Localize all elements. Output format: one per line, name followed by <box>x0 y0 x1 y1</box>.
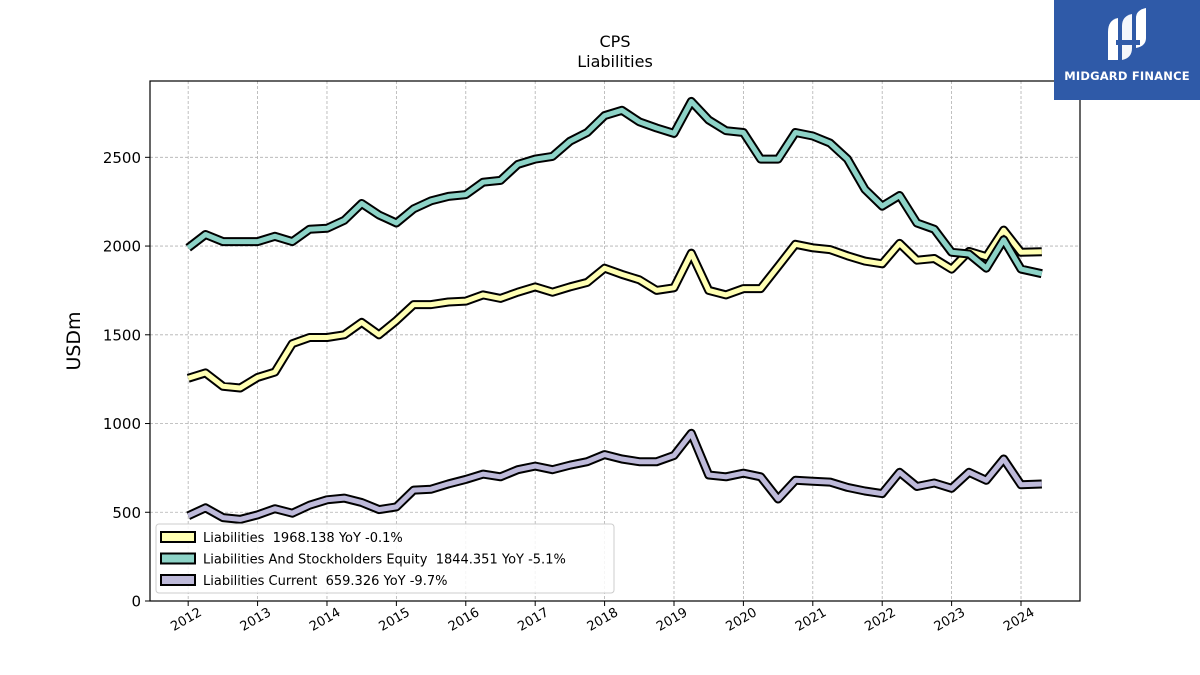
legend-label: Liabilities Current 659.326 YoY -9.7% <box>203 574 447 589</box>
legend-label: Liabilities 1968.138 YoY -0.1% <box>203 531 403 546</box>
series-3 <box>186 428 1042 524</box>
y-axis-label: USDm <box>63 311 85 370</box>
x-tick-label: 2015 <box>377 605 413 635</box>
y-tick-label: 2500 <box>103 149 141 167</box>
brand-name: MIDGARD FINANCE <box>1064 69 1190 83</box>
plot-frame <box>149 80 1081 602</box>
y-tick-label: 2000 <box>103 238 141 256</box>
x-tick-label: 2019 <box>654 605 690 635</box>
y-tick-label: 1500 <box>103 326 141 344</box>
legend-swatch <box>160 574 196 586</box>
x-tick-label: 2013 <box>238 605 274 635</box>
series-line <box>186 98 1043 277</box>
brand-logo: MIDGARD FINANCE <box>1054 0 1200 100</box>
series-1 <box>186 225 1042 393</box>
chart-title: CPS <box>600 32 631 51</box>
legend-swatch <box>160 531 196 543</box>
series-line-outline <box>185 96 1043 279</box>
legend: Liabilities 1968.138 YoY -0.1% Liabilitie… <box>155 523 615 594</box>
x-tick-label: 2017 <box>515 605 551 635</box>
series-line <box>187 430 1042 522</box>
legend-box <box>155 523 615 594</box>
x-tick-label: 2014 <box>307 605 343 635</box>
series-layer <box>185 96 1043 524</box>
x-tick-label: 2023 <box>932 605 968 635</box>
x-tick-label: 2020 <box>724 605 760 635</box>
x-tick-label: 2024 <box>1001 605 1037 635</box>
x-tick-label: 2018 <box>585 605 621 635</box>
x-tick-label: 2016 <box>446 605 482 635</box>
y-tick-label: 500 <box>112 504 141 522</box>
series-line <box>187 227 1042 391</box>
x-tick-label: 2021 <box>793 605 829 635</box>
x-tick-label: 2012 <box>168 605 204 635</box>
legend-swatch <box>160 552 196 565</box>
x-tick-label: 2022 <box>862 605 898 635</box>
y-axis: 0 500 1000 1500 2000 2500 <box>103 149 150 611</box>
x-axis: 2012 2013 2014 2015 2016 2017 2018 2019 2020 2021… <box>168 601 1037 635</box>
series-2 <box>185 96 1043 279</box>
brand-mark-icon <box>1108 8 1146 60</box>
y-tick-label: 0 <box>131 593 141 611</box>
grid-lines <box>150 81 1080 601</box>
chart-subtitle: Liabilities <box>577 52 653 71</box>
series-line-outline <box>186 428 1042 524</box>
legend-label: Liabilities And Stockholders Equity 1844… <box>203 553 566 568</box>
y-tick-label: 1000 <box>103 415 141 433</box>
